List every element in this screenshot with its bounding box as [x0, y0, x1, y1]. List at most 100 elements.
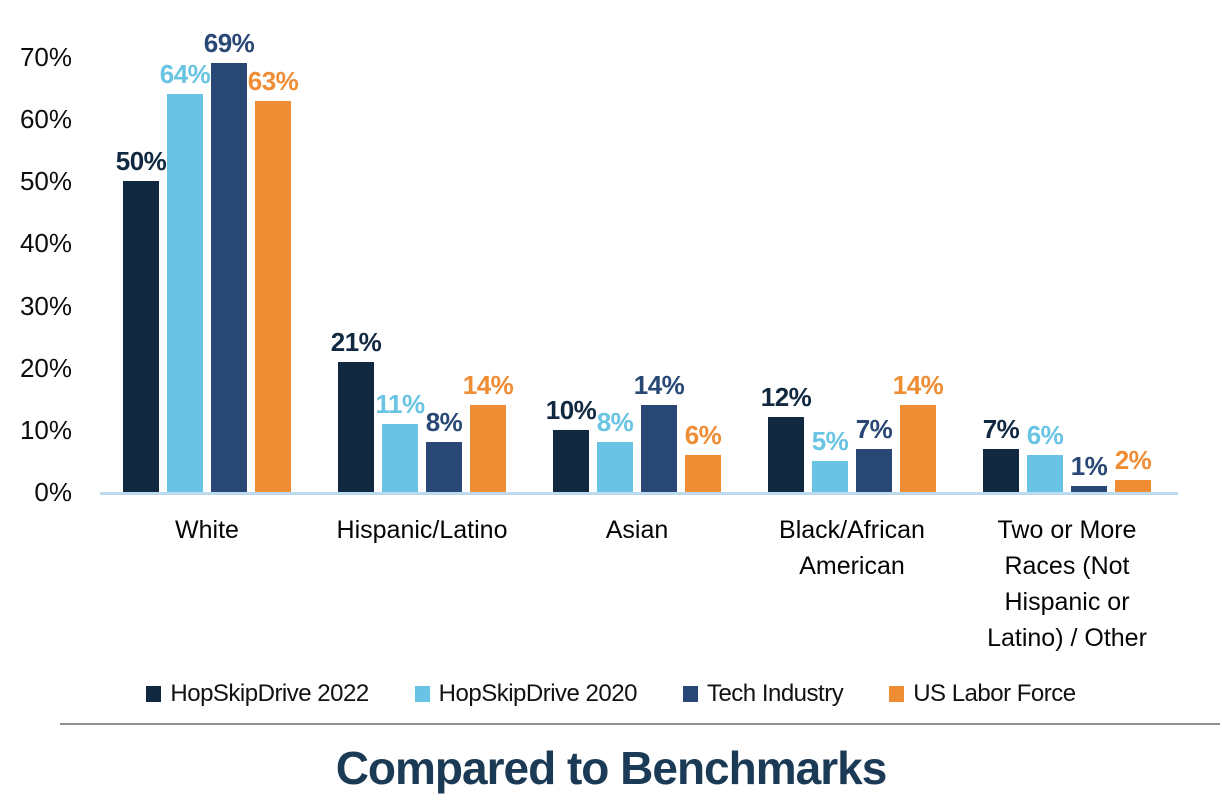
bar-value-label: 1% [1070, 451, 1108, 481]
chart-title: Compared to Benchmarks [335, 742, 888, 794]
category-label: White [175, 516, 239, 544]
bar-column: 11% [375, 389, 425, 492]
bar-value-label: 6% [684, 420, 722, 450]
legend-label: HopSkipDrive 2022 [170, 680, 369, 707]
bar [382, 424, 418, 492]
y-axis: 0% 10% 20% 30% 40% 50% 60% 70% [0, 0, 72, 507]
bar-column: 10% [546, 395, 597, 492]
y-tick-label: 30% [19, 291, 72, 321]
bar [255, 101, 291, 492]
bar-column: 14% [634, 370, 685, 492]
category-labels: White Hispanic/Latino Asian Black/African A… [123, 512, 1151, 652]
bar-value-label: 8% [425, 407, 463, 437]
bar-column: 12% [761, 382, 812, 492]
bar [338, 362, 374, 492]
bar [426, 442, 462, 492]
y-tick-label: 40% [19, 228, 72, 258]
bar [812, 461, 848, 492]
bar-column: 2% [1114, 445, 1152, 492]
bar-column: 6% [1026, 420, 1064, 492]
legend-item: US Labor Force [889, 680, 1076, 708]
legend-swatch [889, 686, 905, 702]
bar-value-label: 12% [760, 382, 812, 412]
legend-item: HopSkipDrive 2022 [146, 680, 369, 708]
legend-label: Tech Industry [706, 680, 844, 707]
bar [167, 94, 203, 492]
legend-swatch [414, 686, 430, 702]
bar [470, 405, 506, 492]
bar-value-label: 14% [462, 370, 514, 400]
category-label-cell: Black/African American [768, 512, 936, 580]
category-label-cell: Hispanic/Latino [337, 512, 508, 544]
legend-item: Tech Industry [682, 680, 844, 708]
y-tick-label: 10% [19, 415, 72, 445]
legend-swatch [146, 686, 162, 702]
bar-group: 12% 5% 7% 14% [761, 370, 944, 492]
y-tick-label: 60% [19, 104, 72, 134]
category-label: Black/African American [779, 516, 925, 580]
category-label-cell: White [123, 512, 291, 544]
bar-group: 21% 11% 8% 14% [331, 327, 514, 492]
bar-value-label: 14% [633, 370, 685, 400]
bar-column: 69% [204, 28, 255, 492]
bar [900, 405, 936, 492]
legend-item: HopSkipDrive 2020 [414, 680, 638, 708]
bar-column: 6% [684, 420, 722, 492]
bar-column: 7% [856, 414, 893, 492]
legend-swatch [682, 686, 698, 702]
bar-group: 7% 6% 1% 2% [982, 414, 1152, 492]
bar-column: 8% [596, 407, 634, 492]
bar-groups: 50% 64% 69% 63% 21% 11% 8% 14% 10% 8% 14% 6% 12% 5% 7%… [116, 0, 1152, 492]
category-label: Two or More Races (Not Hispanic or Latin… [987, 516, 1147, 652]
bar [983, 449, 1019, 492]
bar-column: 1% [1070, 451, 1108, 492]
bar-column: 63% [248, 66, 299, 492]
bar [553, 430, 589, 492]
bar [856, 449, 892, 492]
bar-value-label: 50% [115, 146, 167, 176]
bar-group: 50% 64% 69% 63% [116, 28, 299, 492]
bar-column: 7% [982, 414, 1020, 492]
legend-label: US Labor Force [913, 680, 1076, 707]
x-axis-line [100, 492, 1178, 495]
bar-column: 5% [811, 426, 849, 492]
bar-column: 14% [893, 370, 944, 492]
category-label-cell: Asian [553, 512, 721, 544]
bar-column: 8% [425, 407, 463, 492]
bar [1071, 486, 1107, 492]
y-tick-label: 50% [19, 166, 72, 196]
bar-value-label: 5% [811, 426, 849, 456]
divider-line [60, 723, 1220, 725]
bar-value-label: 14% [892, 370, 944, 400]
bar-column: 14% [463, 370, 514, 492]
bar-group: 10% 8% 14% 6% [546, 370, 722, 492]
bar-column: 21% [331, 327, 382, 492]
bar-value-label: 7% [982, 414, 1020, 444]
plot-area: 0% 10% 20% 30% 40% 50% 60% 70% 50% 64% 69% 63% 21% 1… [0, 0, 1178, 507]
bar-value-label: 2% [1114, 445, 1152, 475]
bar [685, 455, 721, 492]
bar [768, 417, 804, 492]
bar-value-label: 10% [545, 395, 597, 425]
bar [1027, 455, 1063, 492]
category-label: Hispanic/Latino [336, 516, 508, 544]
bar-value-label: 63% [247, 66, 299, 96]
bar [641, 405, 677, 492]
bar-value-label: 6% [1026, 420, 1064, 450]
bar [597, 442, 633, 492]
y-tick-label: 70% [19, 42, 72, 72]
bar [211, 63, 247, 492]
bar-value-label: 69% [203, 28, 255, 58]
y-tick-label: 20% [19, 353, 72, 383]
legend-label: HopSkipDrive 2020 [438, 680, 638, 707]
bar-value-label: 21% [330, 327, 382, 357]
category-label-cell: Two or More Races (Not Hispanic or Latin… [983, 512, 1151, 652]
bar-column: 64% [160, 59, 211, 492]
legend: HopSkipDrive 2022 HopSkipDrive 2020 Tech I… [0, 674, 1222, 714]
bar [123, 181, 159, 492]
y-tick-label: 0% [34, 477, 72, 507]
bar-value-label: 64% [159, 59, 211, 89]
bar-value-label: 8% [596, 407, 634, 437]
bar [1115, 480, 1151, 492]
